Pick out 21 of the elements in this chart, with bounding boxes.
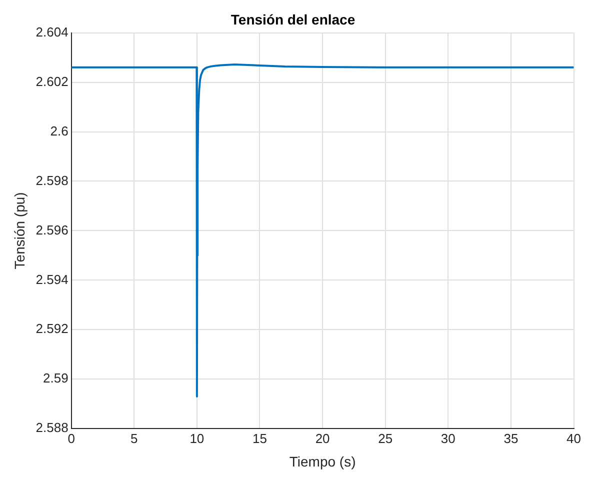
chart-title: Tensión del enlace bbox=[230, 11, 356, 28]
y-axis-title: Tensión (pu) bbox=[11, 192, 28, 270]
y-tick-label: 2.6 bbox=[50, 123, 68, 138]
y-tick-label: 2.594 bbox=[36, 272, 68, 287]
x-tick-label: 5 bbox=[130, 430, 138, 446]
x-tick-label: 10 bbox=[190, 430, 204, 446]
y-tick-label: 2.59 bbox=[43, 370, 68, 386]
y-tick-label: 2.592 bbox=[36, 321, 68, 336]
y-tick-label: 2.588 bbox=[36, 420, 68, 436]
y-tick-label: 2.604 bbox=[36, 24, 68, 40]
x-axis-title: Tiempo (s) bbox=[289, 453, 356, 470]
y-tick-label: 2.602 bbox=[36, 74, 68, 89]
x-tick-label: 35 bbox=[504, 430, 518, 446]
x-tick-label: 30 bbox=[440, 430, 456, 446]
x-tick-label: 0 bbox=[68, 430, 75, 446]
x-tick-label: 40 bbox=[566, 430, 582, 446]
x-tick-label: 15 bbox=[252, 430, 267, 446]
x-tick-label: 25 bbox=[378, 430, 393, 446]
y-tick-label: 2.598 bbox=[36, 172, 68, 188]
x-tick-label: 20 bbox=[315, 430, 330, 446]
y-tick-label: 2.596 bbox=[36, 222, 68, 238]
